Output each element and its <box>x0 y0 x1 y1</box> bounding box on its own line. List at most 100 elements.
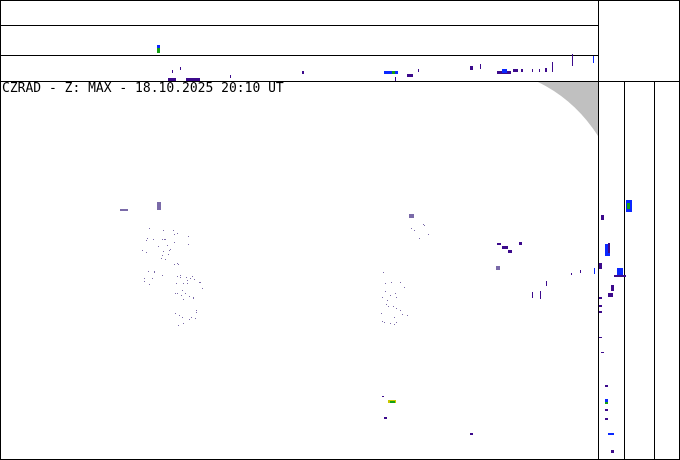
radar-echo <box>480 64 481 69</box>
radar-echo-speckle <box>174 242 175 243</box>
radar-echo-speckle <box>161 258 162 259</box>
radar-echo-speckle <box>188 236 189 237</box>
radar-echo <box>409 214 414 218</box>
radar-echo <box>384 71 398 74</box>
radar-echo <box>605 399 608 403</box>
radar-echo-speckle <box>199 282 200 283</box>
radar-echo <box>496 266 500 270</box>
radar-echo-speckle <box>187 283 188 284</box>
radar-echo-speckle <box>404 287 405 288</box>
radar-echo-speckle <box>180 277 181 278</box>
radar-echo <box>571 273 572 275</box>
radar-echo <box>172 70 173 73</box>
radar-echo <box>611 285 614 291</box>
radar-echo-speckle <box>396 297 397 298</box>
radar-echo <box>157 45 160 49</box>
radar-echo <box>572 54 573 66</box>
radar-echo-speckle <box>183 323 184 324</box>
radar-echo-speckle <box>394 324 395 325</box>
radar-echo-speckle <box>148 271 149 272</box>
radar-echo-speckle <box>154 271 155 272</box>
radar-echo-speckle <box>154 272 155 273</box>
radar-echo <box>186 78 200 81</box>
radar-echo-speckle <box>183 299 184 300</box>
radar-echo <box>230 75 231 78</box>
radar-echo-speckle <box>142 250 143 251</box>
out-of-range-area <box>538 82 598 136</box>
radar-echo <box>605 418 608 420</box>
radar-echo-speckle <box>153 239 154 240</box>
radar-echo-speckle <box>149 284 150 285</box>
radar-echo <box>552 62 553 72</box>
radar-echo <box>599 337 602 338</box>
radar-echo <box>599 305 602 307</box>
radar-echo <box>521 69 523 72</box>
radar-echo-speckle <box>178 325 179 326</box>
radar-echo-speckle <box>200 282 201 283</box>
radar-echo <box>532 69 533 72</box>
radar-echo <box>157 48 160 53</box>
radar-echoes <box>120 45 632 453</box>
radar-echo-speckle <box>394 317 395 318</box>
radar-echo-speckle <box>174 264 175 265</box>
radar-echo-speckle <box>387 300 388 301</box>
radar-echo-speckle <box>383 272 384 273</box>
radar-echo-speckle <box>189 319 190 320</box>
radar-echo <box>605 385 608 387</box>
product-title: CZRAD - Z: MAX - 18.10.2025 20:10 UT <box>2 81 284 96</box>
radar-echo-speckle <box>193 297 194 298</box>
radar-echo <box>418 69 419 72</box>
radar-echo-speckle <box>177 293 178 294</box>
radar-echo <box>497 243 501 245</box>
radar-echo-speckle <box>424 225 425 226</box>
radar-echo-speckle <box>400 310 401 311</box>
radar-echo <box>605 402 608 404</box>
radar-echo <box>593 56 594 63</box>
radar-echo <box>608 293 613 297</box>
radar-echo <box>302 71 304 74</box>
radar-echo <box>168 78 176 81</box>
radar-echo-speckle <box>381 313 382 314</box>
radar-echo-speckle <box>167 245 168 246</box>
radar-echo-speckle <box>414 230 415 231</box>
radar-echo-speckle <box>386 304 387 305</box>
radar-echo <box>382 396 384 397</box>
radar-echo <box>384 417 387 419</box>
radar-echo-speckle <box>144 278 145 279</box>
radar-echo-speckle <box>396 322 397 323</box>
radar-echo-speckle <box>182 290 183 291</box>
radar-echo-speckle <box>189 296 190 297</box>
radar-echo-speckle <box>177 233 178 234</box>
radar-echo-speckle <box>185 293 186 294</box>
radar-echo <box>519 242 522 245</box>
radar-echo <box>608 243 610 253</box>
radar-echo <box>545 68 547 72</box>
radar-echo-speckle <box>179 315 180 316</box>
radar-echo-speckle <box>193 298 194 299</box>
radar-echo-speckle <box>384 322 385 323</box>
radar-echo <box>390 401 395 403</box>
radar-echo-speckle <box>173 230 174 231</box>
radar-echo-speckle <box>393 306 394 307</box>
radar-echo-speckle <box>170 249 171 250</box>
radar-echo-speckle <box>165 259 166 260</box>
radar-echo <box>627 203 630 209</box>
radar-echo <box>470 66 473 70</box>
radar-echo-speckle <box>165 239 166 240</box>
radar-echo-speckle <box>175 293 176 294</box>
radar-echo <box>546 281 547 286</box>
radar-echo-speckle <box>174 234 175 235</box>
radar-echo-speckle <box>182 317 183 318</box>
radar-echo-speckle <box>180 275 181 276</box>
radar-echo-speckle <box>169 250 170 251</box>
radar-echo-speckle <box>390 295 391 296</box>
radar-echo-speckle <box>162 239 163 240</box>
radar-echo-speckle <box>146 240 147 241</box>
radar-echo <box>395 77 396 81</box>
radar-echo <box>470 433 473 435</box>
radar-echo <box>605 244 610 256</box>
radar-echo-speckle <box>188 244 189 245</box>
radar-echo <box>599 311 602 313</box>
radar-echo-speckle <box>382 321 383 322</box>
